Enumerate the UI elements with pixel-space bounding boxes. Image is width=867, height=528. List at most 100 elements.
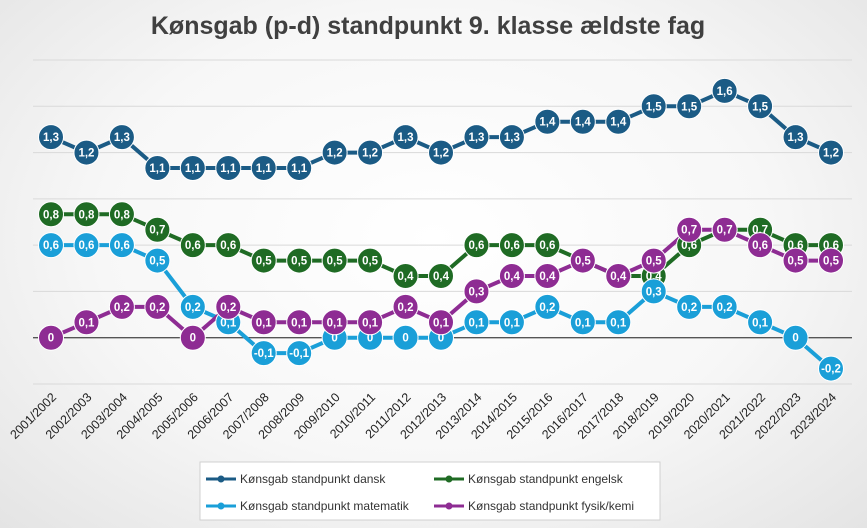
data-label: 0,4 [433, 271, 450, 283]
data-marker [144, 293, 171, 320]
data-point-matematik[interactable]: 0,6 [38, 232, 64, 259]
data-point-engelsk[interactable]: 0,6 [463, 232, 490, 259]
data-point-engelsk[interactable]: 0,4 [392, 263, 419, 289]
data-point-matematik[interactable]: 0,1 [747, 309, 774, 336]
legend-item-dansk[interactable]: Kønsgab standpunkt dansk [206, 472, 386, 486]
data-point-dansk[interactable]: 1,5 [676, 93, 703, 120]
data-point-engelsk[interactable]: 0,8 [108, 201, 135, 228]
data-point-fysik-kemi[interactable]: 0,4 [498, 263, 525, 289]
data-point-matematik[interactable]: 0,3 [640, 278, 667, 305]
data-point-matematik[interactable]: -0,1 [286, 340, 313, 367]
data-point-dansk[interactable]: 1,4 [605, 108, 632, 135]
data-point-engelsk[interactable]: 0,5 [321, 247, 348, 274]
data-point-matematik[interactable]: 0,2 [534, 293, 561, 320]
data-point-dansk[interactable]: 1,4 [534, 108, 561, 135]
data-label: 0,7 [149, 225, 165, 237]
data-point-matematik[interactable]: 0 [392, 324, 419, 351]
data-point-fysik-kemi[interactable]: 0,4 [534, 263, 561, 289]
data-point-fysik-kemi[interactable]: 0 [179, 324, 206, 351]
data-point-fysik-kemi[interactable]: 0,3 [463, 278, 490, 305]
data-point-dansk[interactable]: 1,1 [286, 155, 313, 181]
data-point-matematik[interactable]: -0,1 [250, 340, 277, 367]
data-point-dansk[interactable]: 1,1 [144, 155, 171, 181]
data-point-fysik-kemi[interactable]: 0,6 [747, 232, 774, 259]
data-label: 0,3 [468, 286, 484, 298]
data-point-dansk[interactable]: 1,3 [38, 124, 64, 151]
data-point-fysik-kemi[interactable]: 0,2 [215, 293, 242, 320]
data-point-dansk[interactable]: 1,2 [818, 139, 844, 166]
data-point-matematik[interactable]: 0,2 [179, 293, 206, 320]
data-marker [321, 247, 348, 274]
data-label: 1,5 [752, 101, 769, 113]
data-marker [605, 263, 632, 289]
data-marker [676, 293, 703, 320]
data-point-engelsk[interactable]: 0,6 [534, 232, 561, 259]
data-point-engelsk[interactable]: 0,4 [428, 263, 454, 289]
data-point-matematik[interactable]: -0,2 [818, 355, 844, 382]
data-label: 0,3 [646, 286, 662, 298]
data-point-matematik[interactable]: 0 [782, 324, 809, 351]
data-point-matematik[interactable]: 0,2 [711, 293, 738, 320]
data-point-fysik-kemi[interactable]: 0,1 [250, 309, 277, 336]
data-point-fysik-kemi[interactable]: 0,7 [676, 216, 703, 243]
data-point-engelsk[interactable]: 0,8 [38, 201, 64, 228]
legend-item-engelsk[interactable]: Kønsgab standpunkt engelsk [434, 472, 624, 486]
data-label: 0,6 [752, 240, 768, 252]
data-point-matematik[interactable]: 0,2 [676, 293, 703, 320]
data-point-matematik[interactable]: 0,1 [569, 309, 596, 336]
data-point-engelsk[interactable]: 0,6 [179, 232, 206, 259]
data-point-engelsk[interactable]: 0,6 [498, 232, 525, 259]
data-marker [179, 324, 206, 351]
data-point-fysik-kemi[interactable]: 0,1 [428, 309, 454, 336]
data-point-dansk[interactable]: 1,1 [250, 155, 277, 181]
data-point-engelsk[interactable]: 0,5 [357, 247, 384, 274]
data-point-dansk[interactable]: 1,6 [711, 77, 738, 104]
data-point-matematik[interactable]: 0,5 [144, 247, 171, 274]
data-point-fysik-kemi[interactable]: 0,1 [286, 309, 313, 336]
data-point-fysik-kemi[interactable]: 0,1 [357, 309, 384, 336]
data-point-fysik-kemi[interactable]: 0,2 [144, 293, 171, 320]
data-point-fysik-kemi[interactable]: 0 [38, 324, 64, 351]
data-point-dansk[interactable]: 1,2 [357, 139, 384, 166]
data-point-engelsk[interactable]: 0,6 [215, 232, 242, 259]
data-point-matematik[interactable]: 0,6 [73, 232, 100, 259]
data-point-dansk[interactable]: 1,5 [747, 93, 774, 120]
data-point-fysik-kemi[interactable]: 0,5 [818, 247, 844, 274]
data-point-dansk[interactable]: 1,3 [392, 124, 419, 151]
data-point-fysik-kemi[interactable]: 0,7 [711, 216, 738, 243]
data-point-matematik[interactable]: 0,6 [108, 232, 135, 259]
data-marker [250, 340, 277, 367]
data-label: 0,7 [717, 225, 733, 237]
data-point-fysik-kemi[interactable]: 0,5 [782, 247, 809, 274]
data-label: 1,1 [220, 163, 237, 175]
legend-item-fysik-kemi[interactable]: Kønsgab standpunkt fysik/kemi [434, 499, 634, 513]
data-point-dansk[interactable]: 1,5 [640, 93, 667, 120]
data-point-dansk[interactable]: 1,2 [428, 139, 454, 166]
data-point-fysik-kemi[interactable]: 0,5 [640, 247, 667, 274]
data-point-dansk[interactable]: 1,1 [215, 155, 242, 181]
data-point-dansk[interactable]: 1,3 [463, 124, 490, 151]
data-point-dansk[interactable]: 1,1 [179, 155, 206, 181]
data-point-engelsk[interactable]: 0,7 [144, 216, 171, 243]
data-point-matematik[interactable]: 0,1 [498, 309, 525, 336]
data-point-dansk[interactable]: 1,2 [321, 139, 348, 166]
data-point-fysik-kemi[interactable]: 0,2 [392, 293, 419, 320]
data-point-fysik-kemi[interactable]: 0,1 [321, 309, 348, 336]
data-point-fysik-kemi[interactable]: 0,1 [73, 309, 100, 336]
data-point-engelsk[interactable]: 0,5 [250, 247, 277, 274]
data-point-dansk[interactable]: 1,3 [782, 124, 809, 151]
data-point-matematik[interactable]: 0,1 [463, 309, 490, 336]
data-point-matematik[interactable]: 0,1 [605, 309, 632, 336]
legend-item-matematik[interactable]: Kønsgab standpunkt matematik [206, 499, 410, 513]
data-point-dansk[interactable]: 1,3 [498, 124, 525, 151]
data-point-dansk[interactable]: 1,4 [569, 108, 596, 135]
data-point-fysik-kemi[interactable]: 0,5 [569, 247, 596, 274]
data-marker [73, 139, 100, 166]
data-point-engelsk[interactable]: 0,5 [286, 247, 313, 274]
data-point-fysik-kemi[interactable]: 0,4 [605, 263, 632, 289]
data-point-engelsk[interactable]: 0,8 [73, 201, 100, 228]
data-point-fysik-kemi[interactable]: 0,2 [108, 293, 135, 320]
data-marker [392, 263, 419, 289]
data-point-dansk[interactable]: 1,3 [108, 124, 135, 151]
data-point-dansk[interactable]: 1,2 [73, 139, 100, 166]
